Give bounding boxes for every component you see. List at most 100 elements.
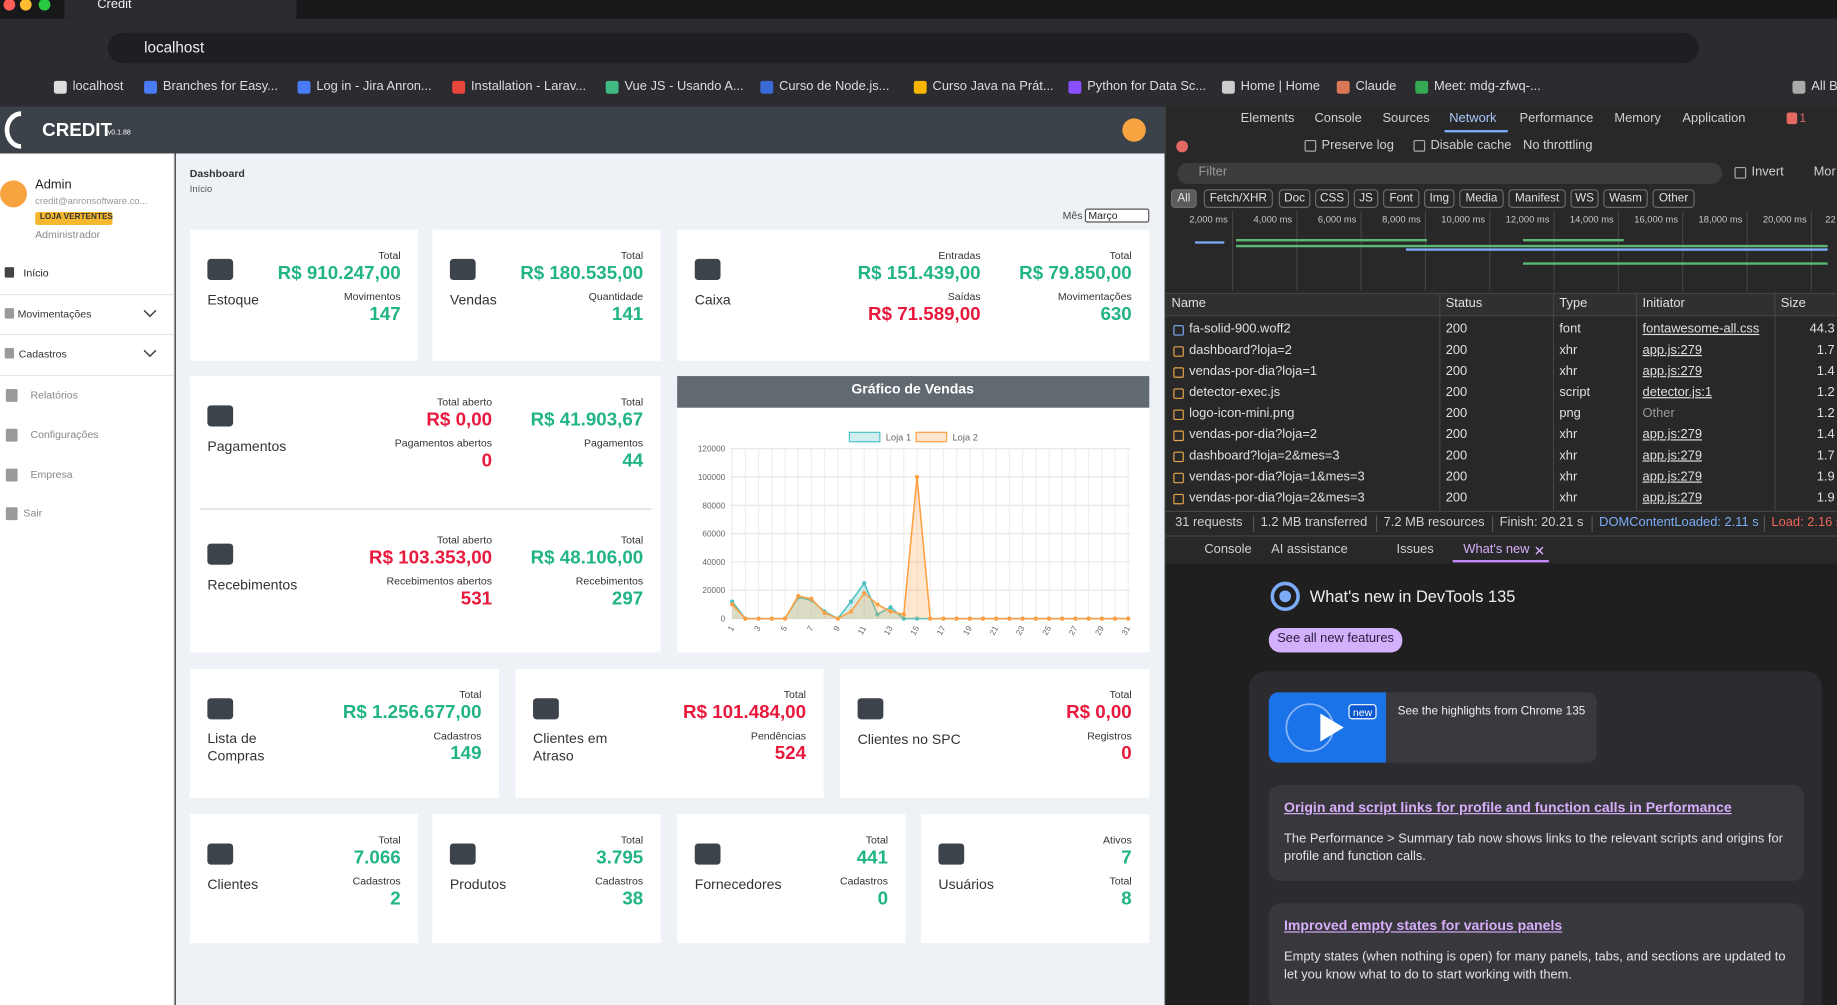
type-filter[interactable]: Manifest bbox=[1514, 192, 1560, 206]
cell[interactable]: fa-solid-900.woff2 bbox=[1189, 322, 1291, 337]
menu-item[interactable]: Sair bbox=[23, 506, 43, 519]
stat-value: 524 bbox=[774, 744, 807, 765]
bookmark[interactable]: Branches for Easy... bbox=[162, 80, 278, 95]
option[interactable]: Invert bbox=[1751, 165, 1784, 180]
type-filter[interactable]: Media bbox=[1465, 192, 1498, 206]
devtools-tab[interactable]: Sources bbox=[1382, 111, 1430, 126]
column-header[interactable]: Type bbox=[1559, 296, 1588, 311]
type-filter[interactable]: WS bbox=[1575, 192, 1594, 206]
menu-item[interactable]: Início bbox=[23, 266, 49, 279]
menu-item[interactable]: Configurações bbox=[30, 428, 99, 441]
bookmark[interactable]: All B bbox=[1811, 80, 1837, 95]
stat-caption: Total bbox=[865, 833, 889, 846]
menu-item[interactable]: Movimentações bbox=[17, 307, 92, 320]
article-title[interactable]: Origin and script links for profile and … bbox=[1284, 798, 1732, 816]
type-filter[interactable]: Wasm bbox=[1609, 192, 1642, 206]
cell: 1.4 bbox=[1816, 428, 1835, 443]
bookmark[interactable]: Vue JS - Usando A... bbox=[624, 80, 744, 95]
menu-item[interactable]: Relatórios bbox=[30, 388, 78, 401]
option[interactable]: Preserve log bbox=[1321, 138, 1394, 153]
month-select[interactable] bbox=[1084, 208, 1150, 223]
cell-link[interactable]: app.js:279 bbox=[1642, 364, 1703, 379]
version: v0.1.88 bbox=[107, 130, 131, 138]
article-card bbox=[1268, 903, 1805, 1005]
filter-input[interactable] bbox=[1177, 162, 1723, 184]
video-badge-text: new bbox=[1352, 705, 1373, 718]
month-label: Mês bbox=[1062, 209, 1083, 221]
menu-item[interactable]: Cadastros bbox=[18, 347, 67, 360]
cell: xhr bbox=[1559, 470, 1578, 485]
cell-link[interactable]: fontawesome-all.css bbox=[1642, 322, 1760, 337]
filter-placeholder[interactable]: Filter bbox=[1198, 165, 1228, 180]
cell[interactable]: dashboard?loja=2&mes=3 bbox=[1189, 449, 1340, 464]
devtools-tab[interactable]: Memory bbox=[1614, 111, 1661, 126]
column-header[interactable]: Name bbox=[1171, 296, 1206, 311]
cell[interactable]: vendas-por-dia?loja=1&mes=3 bbox=[1189, 470, 1365, 485]
type-filter[interactable]: Doc bbox=[1284, 192, 1305, 206]
button-text[interactable]: See all new features bbox=[1277, 631, 1394, 646]
bookmark[interactable]: localhost bbox=[72, 80, 124, 95]
article-title[interactable]: Improved empty states for various panels bbox=[1284, 917, 1563, 934]
type-filter[interactable]: Other bbox=[1658, 192, 1689, 206]
cell[interactable]: vendas-por-dia?loja=2 bbox=[1189, 428, 1318, 443]
cell-link[interactable]: app.js:279 bbox=[1642, 449, 1703, 464]
stat-value: R$ 79.850,00 bbox=[1019, 264, 1132, 284]
card bbox=[677, 229, 1150, 361]
url[interactable]: localhost bbox=[144, 38, 205, 57]
omnibox[interactable] bbox=[107, 32, 1699, 64]
devtools-tab[interactable]: Network bbox=[1449, 111, 1497, 126]
video-caption[interactable]: See the highlights from Chrome 135 bbox=[1397, 705, 1586, 719]
bookmark[interactable]: Curso Java na Prát... bbox=[932, 80, 1054, 95]
bookmark[interactable]: Claude bbox=[1355, 80, 1397, 95]
throttling[interactable]: No throttling bbox=[1523, 138, 1593, 153]
active-tab[interactable] bbox=[64, 0, 297, 19]
bookmark[interactable]: Log in - Jira Anron... bbox=[316, 80, 432, 95]
drawer-tab[interactable]: AI assistance bbox=[1271, 542, 1348, 557]
cell-link[interactable]: app.js:279 bbox=[1642, 343, 1703, 358]
cell[interactable]: vendas-por-dia?loja=1 bbox=[1189, 364, 1318, 379]
drawer-tab[interactable]: What's new bbox=[1463, 542, 1530, 557]
type-filter[interactable]: Font bbox=[1389, 192, 1413, 206]
video-badge bbox=[1348, 704, 1377, 720]
bookmark[interactable]: Meet: mdg-zfwq-... bbox=[1433, 80, 1541, 95]
column-header[interactable]: Status bbox=[1445, 296, 1483, 311]
bookmark[interactable]: Home | Home bbox=[1240, 80, 1320, 95]
tab-title[interactable]: Credit bbox=[97, 0, 132, 13]
cell-link[interactable]: detector.js:1 bbox=[1642, 385, 1713, 400]
card bbox=[189, 229, 419, 361]
bookmark[interactable]: Curso de Node.js... bbox=[779, 80, 890, 95]
drawer-tab[interactable]: Issues bbox=[1396, 542, 1434, 557]
stat-value: 531 bbox=[460, 589, 493, 610]
cell-link[interactable]: app.js:279 bbox=[1642, 470, 1703, 485]
type-filter[interactable]: All bbox=[1177, 192, 1191, 206]
month-value[interactable]: Março bbox=[1088, 209, 1118, 221]
bookmark[interactable]: Installation - Larav... bbox=[470, 80, 587, 95]
column-header[interactable]: Initiator bbox=[1642, 296, 1685, 311]
devtools-tab[interactable]: Elements bbox=[1240, 111, 1295, 126]
cell[interactable]: dashboard?loja=2 bbox=[1189, 343, 1292, 358]
menu-item[interactable]: Empresa bbox=[30, 468, 73, 480]
bookmark[interactable]: Python for Data Sc... bbox=[1087, 80, 1207, 95]
type-filter[interactable]: Fetch/XHR bbox=[1209, 192, 1267, 206]
cell-link[interactable]: app.js:279 bbox=[1642, 491, 1703, 506]
devtools-tab[interactable]: Console bbox=[1314, 111, 1362, 126]
header-avatar[interactable] bbox=[1122, 118, 1146, 142]
devtools-tab[interactable]: Performance bbox=[1519, 111, 1594, 126]
stat-caption: Pagamentos abertos bbox=[394, 436, 493, 449]
devtools-tab[interactable]: Application bbox=[1682, 111, 1746, 126]
cell-link[interactable]: app.js:279 bbox=[1642, 428, 1703, 443]
stat-caption: Recebimentos abertos bbox=[386, 574, 493, 587]
type-filter[interactable]: Img bbox=[1429, 192, 1450, 206]
option[interactable]: Mor bbox=[1813, 165, 1836, 180]
stat-caption: Pagamentos bbox=[583, 436, 644, 449]
type-filter[interactable]: CSS bbox=[1320, 192, 1345, 206]
cell[interactable]: detector-exec.js bbox=[1189, 385, 1281, 400]
type-filter[interactable]: JS bbox=[1359, 192, 1373, 206]
cell: xhr bbox=[1559, 364, 1578, 379]
see-all-button[interactable] bbox=[1268, 627, 1403, 653]
drawer-tab[interactable]: Console bbox=[1204, 542, 1252, 557]
column-header[interactable]: Size bbox=[1780, 296, 1806, 311]
cell[interactable]: logo-icon-mini.png bbox=[1189, 406, 1295, 422]
cell[interactable]: vendas-por-dia?loja=2&mes=3 bbox=[1189, 491, 1365, 506]
option[interactable]: Disable cache bbox=[1430, 138, 1512, 153]
